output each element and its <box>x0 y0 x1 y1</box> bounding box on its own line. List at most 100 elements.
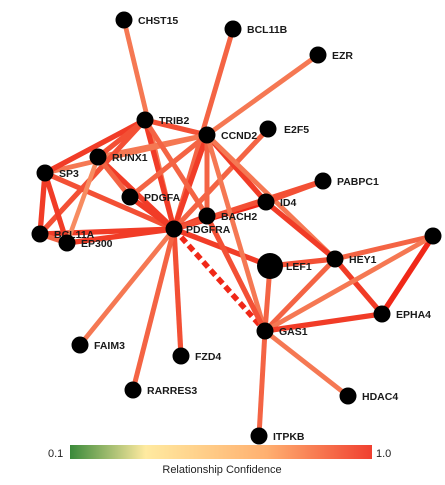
node-label: EZR <box>332 50 353 62</box>
node-circle[interactable] <box>314 172 332 190</box>
node-circle[interactable] <box>257 253 283 279</box>
legend-min-label: 0.1 <box>48 448 63 460</box>
node-label: EPHA4 <box>396 309 431 321</box>
node-circle[interactable] <box>165 220 183 238</box>
node-rarres3[interactable]: RARRES3 <box>124 381 198 399</box>
edge-node_r-gas1 <box>263 233 435 334</box>
node-circle[interactable] <box>309 46 327 64</box>
node-pdgfa[interactable]: PDGFA <box>121 188 181 206</box>
edge-gas1-epha4 <box>264 311 383 334</box>
node-circle[interactable] <box>257 193 275 211</box>
node-circle[interactable] <box>198 207 216 225</box>
edge-ccnd2-sp3 <box>44 132 208 176</box>
node-circle[interactable] <box>224 20 242 38</box>
node-circle[interactable] <box>89 148 107 166</box>
node-label: BCL11B <box>247 24 288 36</box>
node-label: SP3 <box>59 168 79 180</box>
node-label: RUNX1 <box>112 152 148 164</box>
node-label: EP300 <box>81 238 113 250</box>
node-chst15[interactable]: CHST15 <box>115 11 179 29</box>
edge-trib2-sp3 <box>43 117 147 176</box>
node-circle[interactable] <box>172 347 190 365</box>
node-circle[interactable] <box>124 381 142 399</box>
edge-pdgfra-ccnd2 <box>171 134 210 230</box>
node-label: PDGFRA <box>186 224 231 236</box>
node-e2f5[interactable]: E2F5 <box>259 120 310 138</box>
edge-runx1-pdgfa <box>96 155 132 199</box>
node-trib2[interactable]: TRIB2 <box>136 111 190 129</box>
edge-trib2-bach2 <box>142 118 210 218</box>
node-pabpc1[interactable]: PABPC1 <box>314 172 379 190</box>
node-circle[interactable] <box>136 111 154 129</box>
edge-ccnd2-pdgfa <box>128 133 209 199</box>
edge-pdgfra-fzd4 <box>171 228 184 357</box>
edge-ccnd2-gas1 <box>204 134 268 332</box>
node-ep300[interactable]: EP300 <box>58 234 113 252</box>
node-node_r[interactable] <box>424 227 442 245</box>
edge-pdgfra-faim3 <box>78 227 176 347</box>
node-label: TRIB2 <box>159 115 189 127</box>
edge-pdgfra-ep300 <box>66 226 175 246</box>
node-circle[interactable] <box>339 387 357 405</box>
edge-pdgfra-sp3 <box>43 170 176 232</box>
node-circle[interactable] <box>256 322 274 340</box>
node-label: CHST15 <box>138 15 178 27</box>
node-circle[interactable] <box>71 336 89 354</box>
node-circle[interactable] <box>326 250 344 268</box>
node-ccnd2[interactable]: CCND2 <box>198 126 258 144</box>
node-pdgfra[interactable]: PDGFRA <box>165 220 231 238</box>
node-circle[interactable] <box>121 188 139 206</box>
node-label: FZD4 <box>195 351 221 363</box>
legend-max-label: 1.0 <box>376 448 391 460</box>
node-fzd4[interactable]: FZD4 <box>172 347 222 365</box>
node-circle[interactable] <box>373 305 391 323</box>
node-label: HEY1 <box>349 254 377 266</box>
node-label: GAS1 <box>279 326 308 338</box>
node-bcl11b[interactable]: BCL11B <box>224 20 288 38</box>
node-sp3[interactable]: SP3 <box>36 164 80 182</box>
node-faim3[interactable]: FAIM3 <box>71 336 126 354</box>
edge-node_r-hey1 <box>334 233 434 262</box>
node-circle[interactable] <box>198 126 216 144</box>
edge-ccnd2-ezr <box>205 53 320 137</box>
node-hdac4[interactable]: HDAC4 <box>339 387 399 405</box>
node-hey1[interactable]: HEY1 <box>326 250 377 268</box>
node-id4[interactable]: ID4 <box>257 193 297 211</box>
node-runx1[interactable]: RUNX1 <box>89 148 148 166</box>
node-label: PDGFA <box>144 192 181 204</box>
node-circle[interactable] <box>424 227 442 245</box>
node-circle[interactable] <box>115 11 133 29</box>
edge-ccnd2-trib2 <box>144 117 208 138</box>
legend-title: Relationship Confidence <box>162 464 281 476</box>
node-circle[interactable] <box>31 225 49 243</box>
edge-hey1-gas1 <box>263 257 337 333</box>
node-ezr[interactable]: EZR <box>309 46 354 64</box>
node-label: CCND2 <box>221 130 257 142</box>
edge-sp3-bcl11a <box>37 172 48 235</box>
node-circle[interactable] <box>259 120 277 138</box>
node-label: HDAC4 <box>362 391 398 403</box>
legend-gradient-bar <box>70 445 372 459</box>
node-bach2[interactable]: BACH2 <box>198 207 258 225</box>
node-itpkb[interactable]: ITPKB <box>250 427 305 445</box>
edge-runx1-ep300 <box>64 156 101 244</box>
node-label: ITPKB <box>273 431 305 443</box>
node-circle[interactable] <box>250 427 268 445</box>
edge-pdgfra-rarres3 <box>130 228 177 391</box>
edge-id4-pabpc1 <box>265 178 324 205</box>
node-epha4[interactable]: EPHA4 <box>373 305 432 323</box>
confidence-legend: 0.1 1.0 Relationship Confidence <box>48 445 391 476</box>
node-label: PABPC1 <box>337 176 379 188</box>
edge-node_r-epha4 <box>379 234 436 316</box>
edge-gas1-hdac4 <box>263 329 350 398</box>
node-circle[interactable] <box>58 234 76 252</box>
edge-gas1-itpkb <box>256 330 268 437</box>
node-lef1[interactable]: LEF1 <box>257 253 312 279</box>
node-label: BACH2 <box>221 211 257 223</box>
edge-hey1-epha4 <box>332 257 385 316</box>
node-gas1[interactable]: GAS1 <box>256 322 308 340</box>
node-circle[interactable] <box>36 164 54 182</box>
edges-layer <box>37 19 436 437</box>
